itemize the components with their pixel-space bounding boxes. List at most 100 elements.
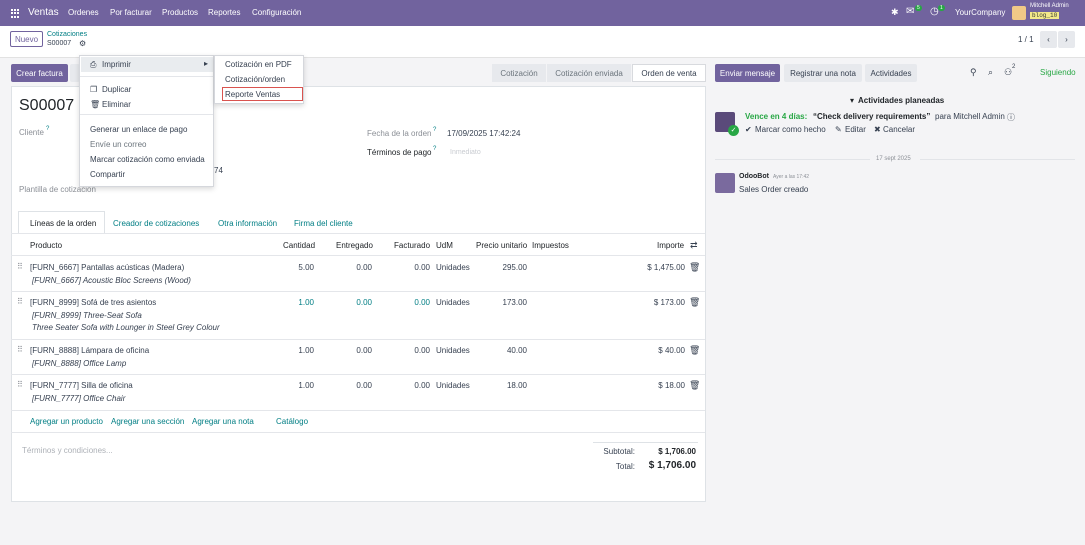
submenu-quote-pdf[interactable]: Cotización en PDF xyxy=(225,60,292,69)
col-importe[interactable]: Importe xyxy=(657,241,685,250)
row-uom[interactable]: Unidades xyxy=(436,298,470,307)
info-icon[interactable]: ⓘ xyxy=(1007,113,1015,122)
apps-menu-icon[interactable] xyxy=(11,9,20,18)
trash-icon[interactable]: 🗑 xyxy=(689,262,701,272)
gear-icon[interactable]: ⚙ xyxy=(79,39,87,48)
drag-handle-icon[interactable]: ⠿ xyxy=(17,380,23,389)
menu-mark-sent[interactable]: Marcar cotización como enviada xyxy=(90,155,205,164)
tab-firma-cliente[interactable]: Firma del cliente xyxy=(294,219,353,228)
column-settings-icon[interactable]: ⇄ xyxy=(690,240,698,250)
menu-reportes[interactable]: Reportes xyxy=(208,8,241,17)
payment-terms-input[interactable]: Inmediato xyxy=(450,149,481,156)
pager-next-button[interactable]: › xyxy=(1058,31,1075,48)
menu-configuracion[interactable]: Configuración xyxy=(252,8,302,17)
company-switcher[interactable]: YourCompany xyxy=(955,8,1006,17)
app-name[interactable]: Ventas xyxy=(28,7,59,18)
row-divider xyxy=(11,291,705,292)
search-icon[interactable]: ⚲ xyxy=(970,67,977,77)
col-cantidad[interactable]: Cantidad xyxy=(283,241,316,250)
menu-duplicate[interactable]: Duplicar xyxy=(102,85,132,94)
menu-por-facturar[interactable]: Por facturar xyxy=(110,8,152,17)
user-name[interactable]: Mitchell Admin xyxy=(1030,3,1069,9)
drag-handle-icon[interactable]: ⠿ xyxy=(17,345,23,354)
menu-delete[interactable]: Eliminar xyxy=(102,100,131,109)
submenu-quote-order[interactable]: Cotización/orden xyxy=(225,75,286,84)
pager-prev-button[interactable]: ‹ xyxy=(1040,31,1057,48)
submenu-sales-report[interactable]: Reporte Ventas xyxy=(225,90,281,99)
row-description-2: Three Seater Sofa with Lounger in Steel … xyxy=(32,323,220,332)
tab-lineas-orden[interactable]: Líneas de la orden xyxy=(30,219,97,228)
chevron-down-icon[interactable]: ▾ xyxy=(850,96,855,105)
row-price[interactable]: 18.00 xyxy=(506,381,527,390)
row-qty[interactable]: 1.00 xyxy=(298,346,314,355)
row-product[interactable]: [FURN_8888] Lámpara de oficina xyxy=(30,346,150,355)
menu-payment-link[interactable]: Generar un enlace de pago xyxy=(90,125,188,134)
messages-icon[interactable]: ✉ xyxy=(906,6,915,17)
drag-handle-icon[interactable]: ⠿ xyxy=(17,262,23,271)
more-actions-button[interactable] xyxy=(70,64,80,82)
attachment-icon[interactable]: ⌕ xyxy=(988,67,994,77)
row-qty[interactable]: 1.00 xyxy=(298,381,314,390)
row-price[interactable]: 295.00 xyxy=(502,263,527,272)
new-button[interactable]: Nuevo xyxy=(10,31,43,47)
followers-icon[interactable]: ⚇ xyxy=(1004,67,1013,77)
activity-title: “Check delivery requirements” xyxy=(813,112,931,121)
row-uom[interactable]: Unidades xyxy=(436,346,470,355)
status-cotizacion-enviada[interactable]: Cotización enviada xyxy=(547,64,631,82)
mark-done-link[interactable]: Marcar como hecho xyxy=(755,125,826,134)
row-product[interactable]: [FURN_7777] Silla de oficina xyxy=(30,381,133,390)
col-precio[interactable]: Precio unitario xyxy=(476,241,528,250)
menu-productos[interactable]: Productos xyxy=(162,8,199,17)
create-invoice-button[interactable]: Crear factura xyxy=(11,64,68,82)
tab-creador-cotizaciones[interactable]: Creador de cotizaciones xyxy=(113,219,200,228)
menu-ordenes[interactable]: Ordenes xyxy=(68,8,99,17)
add-note-link[interactable]: Agregar una nota xyxy=(192,417,254,426)
page-title: S00007 xyxy=(19,97,75,114)
add-section-link[interactable]: Agregar una sección xyxy=(111,417,185,426)
terms-conditions-input[interactable]: Términos y condiciones... xyxy=(22,446,113,455)
following-button[interactable]: Siguiendo xyxy=(1040,68,1076,77)
drag-handle-icon[interactable]: ⠿ xyxy=(17,297,23,306)
trash-icon[interactable]: 🗑 xyxy=(689,380,701,390)
pager-value[interactable]: 1 / 1 xyxy=(1018,35,1034,44)
log-note-button[interactable]: Registrar una nota xyxy=(784,64,862,82)
highlight-box xyxy=(222,87,303,101)
row-price[interactable]: 173.00 xyxy=(502,298,527,307)
row-invoiced: 0.00 xyxy=(414,298,430,307)
catalog-link[interactable]: Catálogo xyxy=(276,417,309,426)
col-impuestos[interactable]: Impuestos xyxy=(532,241,569,250)
row-product[interactable]: [FURN_6667] Pantallas acústicas (Madera) xyxy=(30,263,185,272)
row-qty[interactable]: 1.00 xyxy=(298,298,314,307)
row-product[interactable]: [FURN_8999] Sofá de tres asientos xyxy=(30,298,157,307)
activities-icon[interactable]: ◷ xyxy=(930,6,939,17)
menu-send-email[interactable]: Envíe un correo xyxy=(90,140,147,149)
activities-button[interactable]: Actividades xyxy=(865,64,917,82)
menu-share[interactable]: Compartir xyxy=(90,170,126,179)
planned-activities-header[interactable]: Actividades planeadas xyxy=(858,96,945,105)
trash-icon[interactable]: 🗑 xyxy=(689,297,701,307)
row-uom[interactable]: Unidades xyxy=(436,263,470,272)
row-divider xyxy=(11,339,705,340)
trash-icon[interactable]: 🗑 xyxy=(689,345,701,355)
menu-print[interactable]: Imprimir xyxy=(102,60,131,69)
add-product-link[interactable]: Agregar un producto xyxy=(30,417,103,426)
row-qty[interactable]: 5.00 xyxy=(298,263,314,272)
status-orden-de-venta[interactable]: Orden de venta xyxy=(632,64,706,82)
cancel-activity-link[interactable]: Cancelar xyxy=(883,125,916,134)
col-entregado[interactable]: Entregado xyxy=(336,241,373,250)
edit-activity-link[interactable]: Editar xyxy=(845,125,866,134)
col-udm[interactable]: UdM xyxy=(436,241,453,250)
row-uom[interactable]: Unidades xyxy=(436,381,470,390)
user-avatar[interactable] xyxy=(1012,6,1026,20)
tab-otra-informacion[interactable]: Otra información xyxy=(218,219,278,228)
col-facturado[interactable]: Facturado xyxy=(394,241,431,250)
col-producto[interactable]: Producto xyxy=(30,241,63,250)
breadcrumb-cotizaciones[interactable]: Cotizaciones xyxy=(47,31,88,38)
row-price[interactable]: 40.00 xyxy=(506,346,527,355)
row-amount: $ 40.00 xyxy=(658,346,685,355)
status-cotizacion[interactable]: Cotización xyxy=(492,64,546,82)
send-message-button[interactable]: Enviar mensaje xyxy=(715,64,780,82)
bug-icon[interactable]: ✱ xyxy=(891,7,899,17)
trash-icon: 🗑 xyxy=(90,100,101,109)
date-value[interactable]: 17/09/2025 17:42:24 xyxy=(447,129,521,138)
